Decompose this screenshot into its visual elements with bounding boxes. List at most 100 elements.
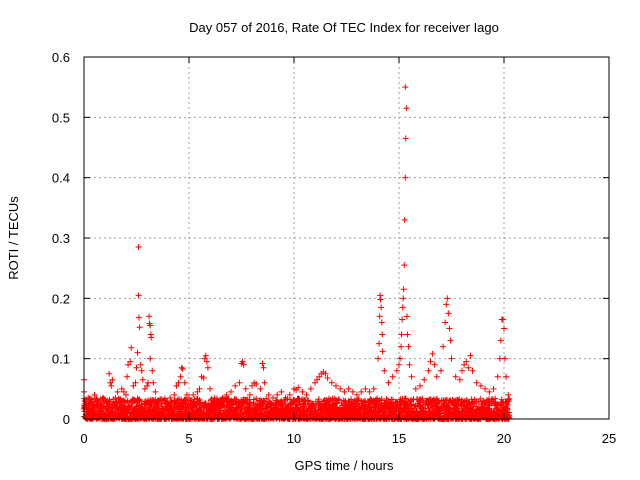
data-point	[114, 388, 121, 395]
data-point	[473, 379, 480, 386]
data-point	[249, 382, 255, 389]
data-point	[196, 385, 203, 392]
data-point	[246, 391, 253, 398]
data-point	[408, 373, 415, 380]
x-tick-label: 0	[80, 431, 87, 446]
data-point	[401, 262, 408, 269]
data-point	[130, 382, 137, 389]
noise-markers	[80, 395, 513, 422]
data-point	[282, 394, 289, 401]
data-point	[370, 385, 377, 392]
data-point	[134, 349, 141, 356]
y-tick-label: 0.3	[52, 231, 70, 246]
data-point	[299, 388, 306, 395]
data-point	[496, 355, 503, 362]
data-point	[463, 358, 470, 365]
data-point	[261, 379, 268, 386]
data-point	[322, 370, 329, 377]
data-point	[345, 385, 352, 392]
data-point	[99, 394, 106, 401]
y-tick-label: 0.2	[52, 291, 70, 306]
data-point	[232, 382, 239, 389]
data-point	[91, 391, 98, 398]
data-point	[333, 382, 339, 389]
data-point	[446, 325, 453, 332]
data-point	[417, 382, 423, 389]
data-point	[403, 313, 410, 320]
data-point	[375, 355, 381, 362]
data-point	[152, 388, 159, 395]
y-tick-label: 0.4	[52, 171, 70, 186]
data-point	[494, 373, 501, 380]
x-tick-labels: 0 5 10 15 20 25	[80, 431, 616, 446]
data-point	[324, 374, 331, 381]
data-point	[202, 352, 209, 359]
y-tick-label: 0.6	[52, 50, 70, 65]
data-point	[502, 355, 509, 362]
data-point	[461, 361, 468, 368]
data-point	[186, 394, 192, 401]
data-point	[207, 385, 213, 392]
data-point	[376, 340, 383, 347]
data-point	[125, 361, 132, 368]
y-tick-label: 0	[63, 412, 70, 427]
data-point	[377, 296, 384, 303]
data-point	[307, 385, 314, 392]
data-point	[82, 397, 89, 404]
data-point	[239, 358, 246, 365]
axis-ticks	[83, 56, 610, 420]
data-point	[215, 397, 222, 404]
data-point	[341, 388, 348, 395]
data-point	[385, 379, 392, 386]
data-point	[128, 344, 135, 351]
data-point	[376, 313, 383, 320]
x-tick-label: 10	[287, 431, 301, 446]
data-point	[452, 373, 459, 380]
data-point	[118, 385, 125, 392]
data-point	[438, 367, 444, 374]
data-point	[303, 391, 310, 398]
data-point	[253, 381, 260, 388]
data-point	[93, 403, 100, 410]
data-point	[183, 391, 190, 398]
data-point	[219, 394, 226, 401]
data-point	[366, 388, 373, 395]
data-point	[102, 397, 108, 404]
y-tick-labels: 0 0.1 0.2 0.3 0.4 0.5 0.6	[52, 50, 70, 427]
data-point	[200, 374, 207, 381]
data-point	[138, 367, 145, 374]
data-point	[469, 367, 476, 374]
data-point	[167, 394, 174, 401]
data-point	[97, 400, 104, 407]
data-point	[109, 376, 116, 383]
y-tick-label: 0.5	[52, 110, 70, 125]
data-point	[108, 382, 115, 389]
data-point	[396, 361, 402, 368]
data-point	[178, 364, 185, 371]
data-point	[393, 367, 400, 374]
data-point	[499, 316, 506, 323]
data-point	[482, 385, 489, 392]
data-point	[328, 379, 335, 386]
data-point	[173, 382, 180, 389]
data-point	[259, 360, 266, 367]
data-point	[379, 348, 386, 355]
data-point	[116, 397, 123, 404]
x-tick-label: 5	[185, 431, 192, 446]
data-point	[381, 367, 388, 374]
data-point	[150, 379, 157, 386]
data-point	[433, 373, 440, 380]
data-point	[503, 373, 510, 380]
data-point	[147, 322, 154, 329]
data-point	[402, 84, 409, 91]
data-point	[490, 385, 497, 392]
data-point	[133, 364, 140, 371]
data-point	[149, 367, 156, 374]
data-point	[445, 310, 452, 317]
data-point	[211, 394, 218, 401]
data-point	[145, 379, 152, 386]
data-point	[154, 397, 161, 404]
data-point	[223, 391, 230, 398]
y-axis-label: ROTI / TECUs	[6, 196, 21, 280]
